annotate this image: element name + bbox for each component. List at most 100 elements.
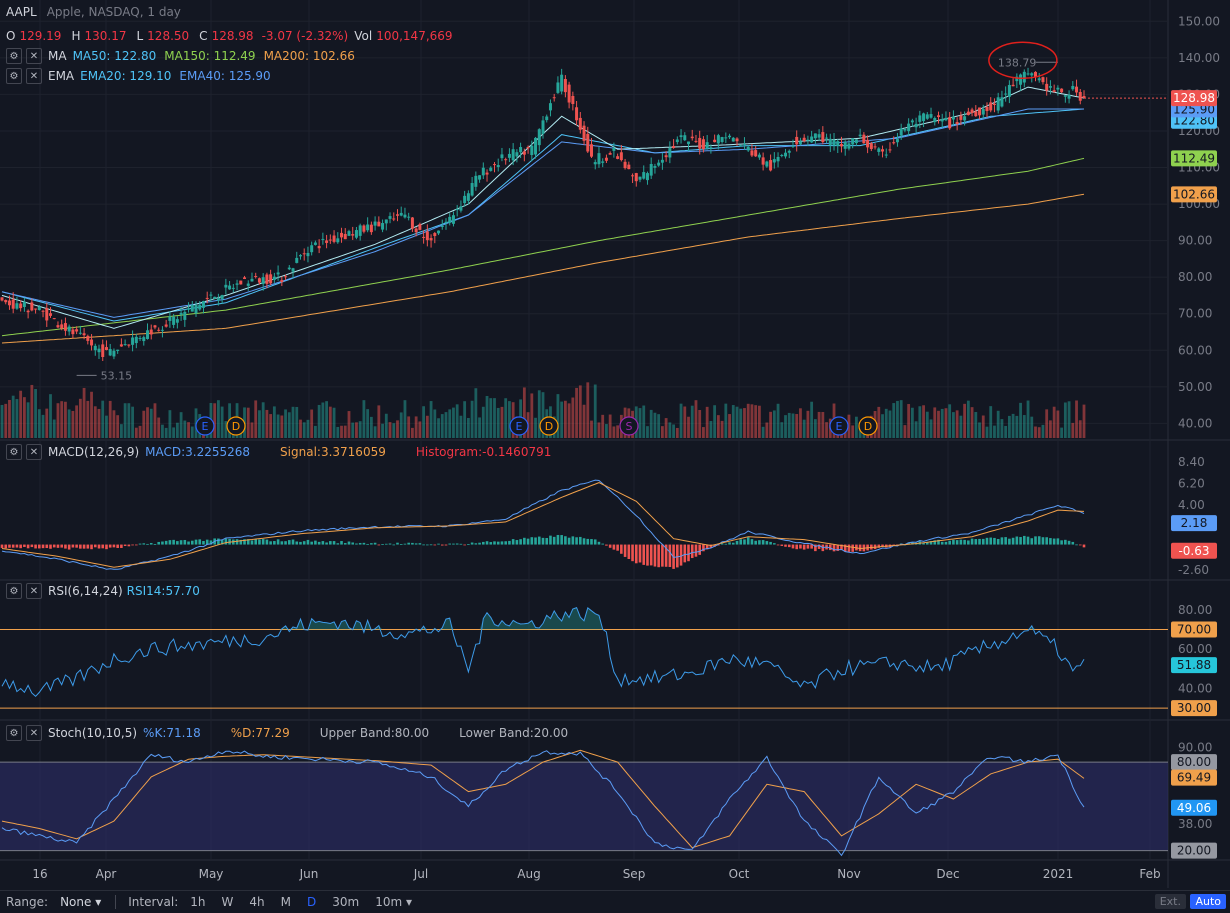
macd-settings-icon[interactable]: ⚙ — [6, 444, 22, 460]
rsi-settings-icon[interactable]: ⚙ — [6, 583, 22, 599]
event-marker — [539, 416, 559, 436]
volume-bar — [1019, 402, 1022, 438]
candle-body — [907, 123, 911, 132]
macd-histogram-bar — [49, 544, 52, 549]
extended-hours-button[interactable]: Ext. — [1154, 894, 1186, 909]
volume-bar — [705, 406, 709, 438]
candle-body — [313, 242, 317, 245]
interval-1h[interactable]: 1h — [190, 895, 206, 909]
macd-histogram-bar — [198, 539, 202, 545]
ema-settings-icon[interactable]: ⚙ — [6, 68, 22, 84]
macd-histogram-bar — [224, 538, 228, 545]
ema-close-icon[interactable]: ✕ — [26, 68, 42, 84]
symbol[interactable]: AAPL — [6, 5, 37, 19]
candle-body — [981, 109, 985, 115]
volume-bar — [64, 401, 67, 438]
macd-histogram-bar — [523, 537, 526, 545]
volume-bar — [112, 410, 116, 438]
volume-bar — [399, 412, 403, 438]
macd-histogram-bar — [784, 544, 787, 547]
time-axis-label: Sep — [623, 867, 646, 881]
candle-body — [1026, 73, 1030, 75]
macd-histogram-bar — [86, 544, 90, 549]
candle-body — [1037, 78, 1041, 81]
ma-close-icon[interactable]: ✕ — [26, 48, 42, 64]
macd-histogram-bar — [11, 544, 15, 548]
macd-histogram-bar — [93, 544, 97, 548]
candle-body — [653, 166, 657, 168]
macd-histogram-bar — [761, 540, 765, 545]
range-select[interactable]: None ▾ — [60, 895, 101, 909]
macd-histogram-bar — [690, 544, 694, 559]
volume-bar — [746, 403, 750, 438]
ma-settings-icon[interactable]: ⚙ — [6, 48, 22, 64]
volume-bar — [642, 405, 646, 438]
volume-bar — [720, 420, 724, 438]
volume-bar — [373, 426, 377, 438]
volume-bar — [19, 390, 23, 438]
macd-histogram-bar — [634, 544, 638, 564]
interval-30m[interactable]: 30m — [332, 895, 360, 909]
rsi-close-icon[interactable]: ✕ — [26, 583, 42, 599]
rsi-price-label-bg — [1171, 657, 1217, 674]
interval-m[interactable]: M — [280, 895, 291, 909]
volume-bar — [761, 426, 765, 438]
stoch-settings-icon[interactable]: ⚙ — [6, 725, 22, 741]
macd-histogram-bar — [508, 540, 511, 545]
volume-bar — [437, 418, 440, 438]
volume-bar — [754, 405, 758, 438]
interval-4h[interactable]: 4h — [249, 895, 265, 909]
volume-bar — [291, 406, 295, 438]
candle-body — [944, 117, 948, 121]
candle-body — [519, 147, 523, 153]
candle-body — [22, 301, 26, 307]
volume-bar — [896, 400, 899, 438]
macd-histogram-bar — [34, 544, 37, 549]
volume-bar — [687, 416, 690, 438]
volume-bar — [1060, 427, 1064, 438]
macd-histogram-bar — [817, 544, 821, 549]
candle-body — [511, 149, 515, 161]
volume-bar — [970, 407, 974, 438]
volume-bar — [224, 421, 228, 438]
signal-line — [1, 482, 1085, 568]
rsi-upper-label-bg — [1171, 621, 1217, 638]
interval-d[interactable]: D — [306, 895, 317, 909]
macd-histogram-bar — [284, 541, 287, 545]
volume-bar — [37, 409, 41, 438]
macd-histogram-bar — [743, 539, 746, 545]
range-value: None — [60, 895, 92, 909]
volume-bar — [377, 405, 381, 438]
macd-hist-price-label: -0.63 — [1178, 544, 1209, 558]
interval-w[interactable]: W — [221, 895, 234, 909]
candle-body — [769, 160, 773, 171]
volume-bar — [78, 398, 82, 438]
candle-body — [537, 129, 541, 146]
macd-histogram-bar — [276, 539, 280, 545]
candle-body — [1045, 83, 1049, 91]
rsi-legend: ⚙ ✕ RSI(6,14,24) RSI14:57.70 — [0, 582, 200, 600]
volume-bar — [817, 411, 821, 438]
volume-bar — [993, 425, 996, 438]
candle-body — [963, 116, 967, 121]
stoch-close-icon[interactable]: ✕ — [26, 725, 42, 741]
candle-body — [1022, 71, 1026, 83]
macd-histogram-bar — [612, 544, 616, 550]
macd-histogram-bar — [799, 544, 802, 549]
macd-signal-value: Signal:3.3716059 — [280, 445, 386, 459]
macd-close-icon[interactable]: ✕ — [26, 444, 42, 460]
volume-bar — [1026, 400, 1030, 438]
stoch-lower-band: Lower Band:20.00 — [459, 726, 569, 740]
interval-10m[interactable]: 10m ▾ — [375, 895, 412, 909]
volume-bar — [11, 395, 15, 438]
stoch-tick-label: 38.00 — [1178, 817, 1212, 831]
volume-bar — [455, 404, 459, 438]
candle-body — [787, 150, 791, 153]
macd-histogram-bar — [1078, 544, 1082, 546]
candle-body — [974, 111, 978, 117]
time-axis-label: Dec — [936, 867, 959, 881]
bottom-toolbar: Range: None ▾ Interval: 1h W 4h M D 30m … — [0, 890, 1230, 913]
macd-histogram-bar — [519, 539, 522, 545]
auto-scale-button[interactable]: Auto — [1190, 894, 1226, 909]
